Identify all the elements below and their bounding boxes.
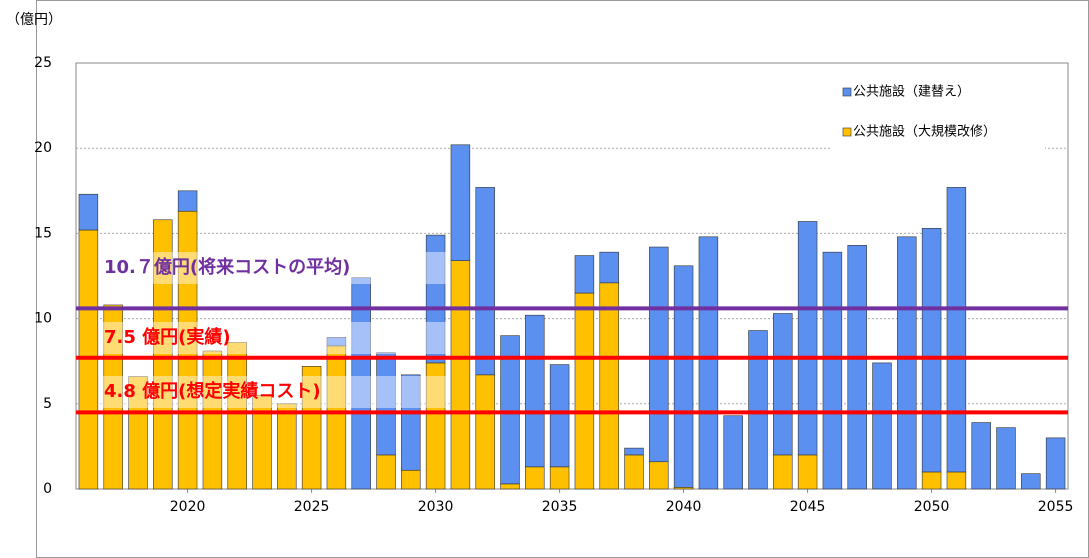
bar-segment <box>599 282 619 490</box>
bar-segment <box>78 193 99 231</box>
y-tick-label: 10 <box>34 311 52 327</box>
bar-segment <box>425 234 446 364</box>
x-tick-label: 2030 <box>418 499 454 515</box>
bar-segment <box>748 330 768 490</box>
x-tick-label: 2025 <box>294 499 330 515</box>
label-backdrop <box>100 376 450 408</box>
reference-label: 10.７億円(将来コストの平均) <box>104 256 350 278</box>
bar-segment <box>450 260 471 490</box>
x-tick-label: 2050 <box>914 499 950 515</box>
bar-segment <box>549 466 570 490</box>
bar-segment <box>897 236 917 490</box>
bar-segment <box>673 265 694 488</box>
bar-segment <box>128 376 148 490</box>
bar-segment <box>822 251 843 490</box>
bar-segment <box>351 277 371 490</box>
bar-segment <box>723 415 743 490</box>
label-backdrop <box>100 322 450 354</box>
legend <box>830 74 1045 150</box>
bar-segment <box>624 454 644 490</box>
bar-segment <box>649 461 669 490</box>
bar-segment <box>971 422 991 490</box>
bar-segment <box>921 471 942 490</box>
legend-label: 公共施設（大規模改修） <box>853 124 996 140</box>
bar-segment <box>1021 473 1041 490</box>
bar-segment <box>649 246 669 463</box>
legend-swatch <box>842 87 852 97</box>
x-tick-label: 2035 <box>542 499 578 515</box>
bar-segment <box>946 187 967 473</box>
bar-segment <box>698 236 719 490</box>
y-tick-label: 20 <box>34 140 52 156</box>
bar-segment <box>401 374 421 471</box>
bar-segment <box>227 342 247 490</box>
bar-segment <box>996 427 1016 490</box>
bar-segment <box>376 454 396 490</box>
plot-area <box>75 62 1069 490</box>
bar-segment <box>921 227 942 473</box>
bar-segment <box>773 454 793 490</box>
y-axis-label: （億円） <box>6 12 62 28</box>
bar-segment <box>475 187 495 376</box>
bar-segment <box>500 335 520 485</box>
label-backdrop <box>100 252 450 284</box>
bar-segment <box>301 366 322 490</box>
bar-segment <box>773 313 793 456</box>
bar-segment <box>500 483 520 490</box>
bar-segment <box>153 219 173 490</box>
bar-segment <box>797 454 818 490</box>
bar-segment <box>599 251 619 284</box>
y-tick-label: 25 <box>34 55 52 71</box>
bar-segment <box>475 374 495 490</box>
bar-segment <box>797 221 818 456</box>
bar-segment <box>574 292 595 490</box>
bar-segment <box>177 190 198 212</box>
y-tick-label: 15 <box>34 225 52 241</box>
bar-segment <box>103 304 123 490</box>
bar-segment <box>326 337 347 347</box>
bar-segment <box>202 350 223 490</box>
bar-segment <box>624 447 644 456</box>
bar-segment <box>401 469 421 490</box>
reference-label: 7.5 億円(実績) <box>104 326 231 348</box>
bar-segment <box>549 364 570 468</box>
x-tick-label: 2040 <box>666 499 702 515</box>
reference-label: 4.8 億円(想定実績コスト) <box>104 380 321 402</box>
bar-segment <box>376 352 396 456</box>
bar-segment <box>574 255 595 294</box>
legend-swatch <box>842 127 852 137</box>
x-tick-label: 2045 <box>790 499 826 515</box>
bar-segment <box>525 314 545 468</box>
bar-segment <box>277 403 297 490</box>
bar-segment <box>872 362 892 490</box>
bar-segment <box>252 394 272 490</box>
y-tick-label: 0 <box>43 481 52 497</box>
legend-label: 公共施設（建替え） <box>853 84 970 100</box>
bar-segment <box>326 345 347 490</box>
bar-segment <box>946 471 967 490</box>
x-tick-label: 2020 <box>170 499 206 515</box>
y-tick-label: 5 <box>43 396 52 412</box>
x-tick-label: 2055 <box>1038 499 1074 515</box>
bar-segment <box>525 466 545 490</box>
bar-segment <box>450 144 471 261</box>
bar-segment <box>1045 437 1066 490</box>
bar-segment <box>847 245 867 490</box>
